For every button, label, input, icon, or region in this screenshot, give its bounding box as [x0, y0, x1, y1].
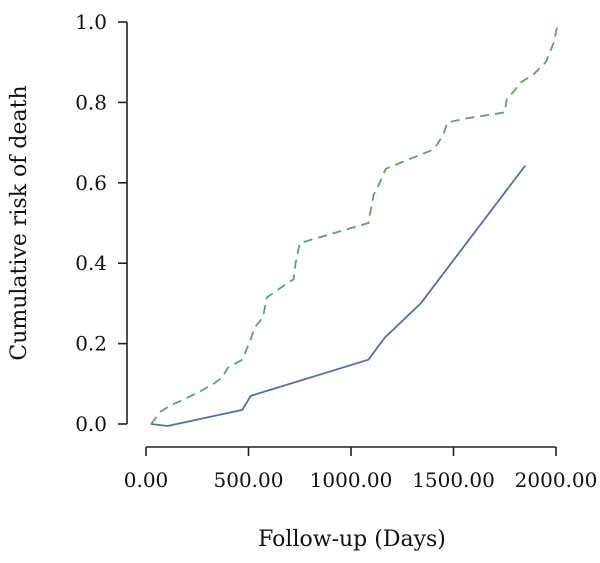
y-tick-label: 0.4	[75, 251, 107, 275]
y-tick-label: 0.2	[75, 332, 107, 356]
y-axis-ticks: 0.0 0.2 0.4 0.6 0.8 1.0	[75, 10, 127, 436]
y-tick-label: 0.6	[75, 171, 107, 195]
y-tick-label: 0.8	[75, 90, 107, 114]
x-tick-label: 2000.00	[515, 468, 598, 492]
solid-series-line	[150, 164, 527, 427]
x-axis-title: Follow-up (Days)	[258, 527, 446, 552]
x-axis-ticks: 0.00 500.00 1000.00 1500.00 2000.00	[124, 447, 598, 492]
x-tick-label: 500.00	[214, 468, 284, 492]
x-tick-label: 1500.00	[412, 468, 495, 492]
x-tick-label: 0.00	[124, 468, 169, 492]
dashed-series-line	[150, 21, 559, 425]
x-tick-label: 1000.00	[310, 468, 393, 492]
y-tick-label: 1.0	[75, 10, 107, 34]
axes: 0.0 0.2 0.4 0.6 0.8 1.0 0.00 500.00 1000.00 1500…	[75, 10, 597, 492]
series-layer	[150, 21, 559, 427]
y-axis-title: Cumulative risk of death	[7, 85, 32, 360]
y-tick-label: 0.0	[75, 412, 107, 436]
